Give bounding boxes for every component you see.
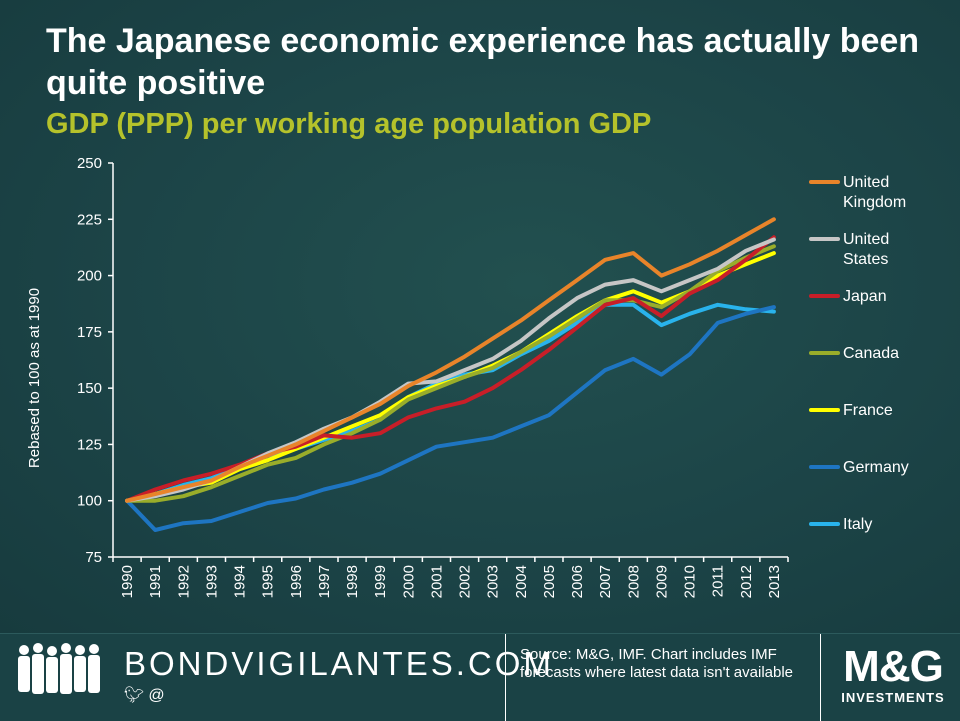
y-tick-label: 100 [77,493,102,510]
y-tick-label: 150 [77,380,102,397]
x-tick-label: 2013 [766,565,783,598]
x-tick-label: 2012 [738,565,755,598]
y-tick-label: 250 [77,155,102,172]
y-tick-label: 175 [77,324,102,341]
line-chart: 75 100 125 150 175 200 225 250 1990 1991 1992 1993 1… [26,155,909,598]
chart-title: The Japanese economic experience has act… [46,22,920,102]
footer-divider [820,634,821,721]
chart-subtitle: GDP (PPP) per working age population GDP [46,108,652,140]
x-tick-label: 1994 [232,565,249,598]
x-tick-label: 2008 [625,565,642,598]
legend-label-united-states: United States [843,231,889,268]
legend-label-united-kingdom: United Kingdom [843,174,906,211]
mg-logo: M&G INVESTMENTS [834,644,952,706]
legend-label-italy: Italy [843,516,872,533]
y-tick-label: 125 [77,436,102,453]
legend-label-canada: Canada [843,345,899,362]
series-line-united-states [125,237,776,503]
y-tick-label: 75 [85,549,102,566]
series-line-japan [125,235,776,503]
series-line-united-kingdom [125,217,776,503]
x-tick-label: 1998 [344,565,361,598]
x-tick-label: 2011 [710,565,727,597]
y-axis-label: Rebased to 100 as at 1990 [26,288,43,468]
footer-divider [505,634,506,721]
brand-wordmark[interactable]: BONDVIGILANTES.COM [124,645,554,682]
twitter-icon[interactable]: 🐦︎ [124,687,145,704]
x-tick-label: 2006 [569,565,586,598]
x-tick-label: 2002 [457,565,474,598]
x-tick-label: 1997 [316,565,333,598]
x-tick-label: 2007 [597,565,614,598]
logo-mark: M&G [843,642,944,691]
x-tick-label: 1996 [288,565,305,598]
social-links: 🐦︎ @ [124,687,169,705]
source-note: Source: M&G, IMF. Chart includes IMF for… [520,646,794,681]
x-tick-label: 1999 [372,565,389,598]
x-tick-label: 2001 [428,565,445,598]
x-tick-label: 2004 [513,565,530,598]
x-tick-label: 2009 [653,565,670,598]
x-tick-label: 1991 [147,565,164,598]
footer-bar: BONDVIGILANTES.COM 🐦︎ @ Source: M&G, IMF.… [0,633,960,721]
people-silhouettes-icon [18,643,100,694]
x-tick-label: 1995 [260,565,277,598]
series-line-canada [125,244,776,503]
legend-label-japan: Japan [843,288,887,305]
x-tick-label: 2005 [541,565,558,598]
x-tick-label: 2000 [400,565,417,598]
logo-subtitle: INVESTMENTS [841,690,945,705]
x-tick-label: 2010 [682,565,699,598]
legend-label-germany: Germany [843,459,909,476]
y-tick-label: 200 [77,268,102,285]
x-tick-label: 1992 [175,565,192,598]
legend-label-france: France [843,402,893,419]
x-tick-label: 2003 [485,565,502,598]
at-icon[interactable]: @ [148,687,165,704]
x-tick-label: 1993 [203,565,220,598]
y-tick-label: 225 [77,211,102,228]
x-tick-label: 1990 [119,565,136,598]
series-line-germany [125,305,776,532]
